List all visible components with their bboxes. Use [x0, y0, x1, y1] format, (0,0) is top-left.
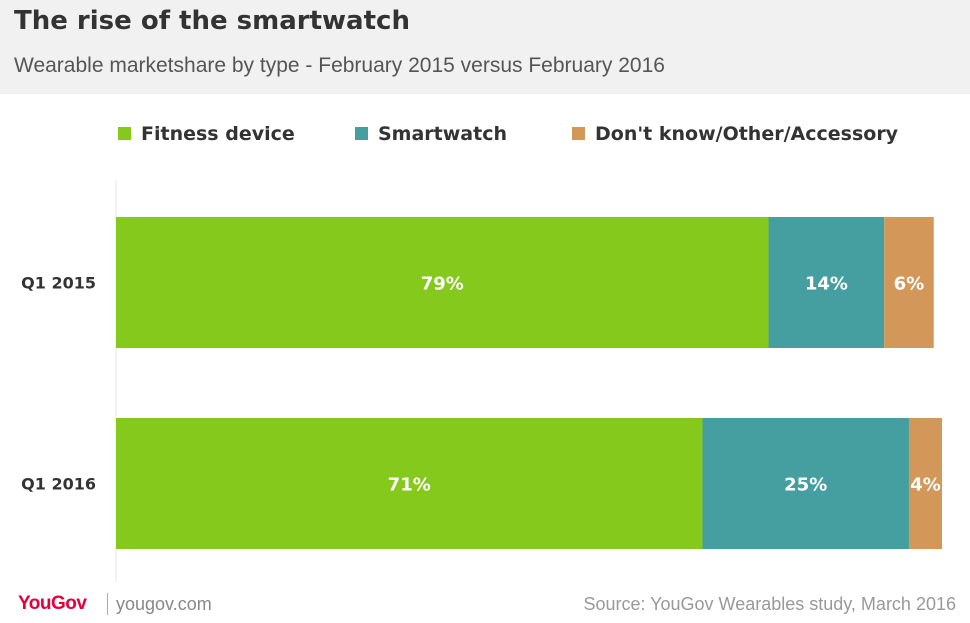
bar-segment: [116, 217, 769, 348]
legend-label-other: Don't know/Other/Accessory: [595, 123, 899, 145]
chart-title: The rise of the smartwatch: [14, 6, 410, 36]
footer-source: Source: YouGov Wearables study, March 20…: [583, 594, 956, 614]
footer-site-link[interactable]: yougov.com: [116, 594, 212, 614]
legend-swatch-other: [572, 127, 585, 140]
footer-divider: [107, 593, 108, 615]
yougov-logo: YouGov: [18, 593, 87, 614]
legend: Fitness device Smartwatch Don't know/Oth…: [0, 121, 970, 147]
data-label: 71%: [388, 475, 431, 496]
bar-segment: [908, 418, 942, 549]
bar-segment: [884, 217, 934, 348]
legend-label-smartwatch: Smartwatch: [378, 123, 508, 145]
chart-subtitle: Wearable marketshare by type - February …: [14, 54, 665, 77]
data-label: 25%: [784, 475, 827, 496]
category-label: Q1 2016: [21, 475, 96, 494]
data-label: 6%: [894, 274, 925, 295]
bar-segment: [116, 418, 703, 549]
data-label: 14%: [805, 274, 848, 295]
data-label: 79%: [421, 274, 464, 295]
bar-segment: [768, 217, 885, 348]
bar-segment: [702, 418, 909, 549]
legend-label-fitness-device: Fitness device: [141, 123, 295, 145]
legend-swatch-fitness-device: [118, 127, 131, 140]
category-label: Q1 2015: [21, 274, 96, 293]
data-label: 4%: [910, 475, 941, 496]
header: The rise of the smartwatch Wearable mark…: [0, 0, 970, 94]
legend-swatch-smartwatch: [355, 127, 368, 140]
